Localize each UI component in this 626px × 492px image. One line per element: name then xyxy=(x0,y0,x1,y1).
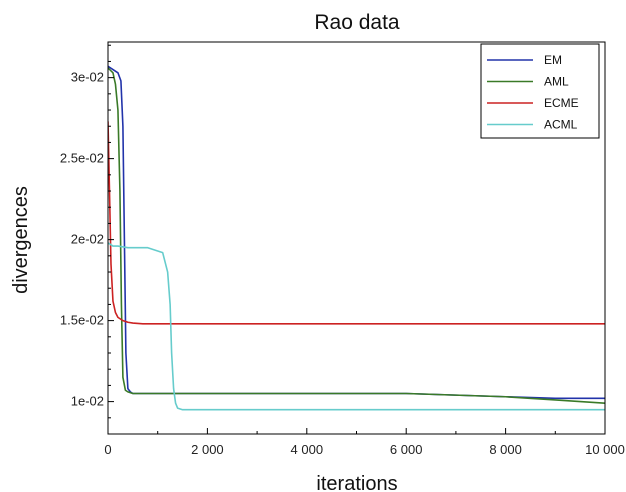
chart-title: Rao data xyxy=(314,11,400,34)
legend-label-aml: AML xyxy=(544,75,569,89)
series-line-acml xyxy=(108,242,605,411)
y-axis: 1e-02 1.5e-02 2e-02 2.5e-02 3e-02 xyxy=(60,44,114,435)
legend-label-ecme: ECME xyxy=(544,96,579,110)
y-tick-label: 1e-02 xyxy=(71,394,104,409)
series-line-ecme xyxy=(108,121,605,325)
x-tick-label: 8 000 xyxy=(489,442,522,457)
x-axis: 0 2 000 4 000 6 000 8 000 10 000 xyxy=(104,428,625,457)
x-tick-label: 4 000 xyxy=(291,442,324,457)
x-axis-label: iterations xyxy=(316,473,397,492)
legend-box xyxy=(480,43,600,139)
series-line-aml xyxy=(108,67,605,405)
legend-label-em: EM xyxy=(544,53,562,67)
y-tick-label: 2e-02 xyxy=(71,232,104,247)
y-tick-label: 3e-02 xyxy=(71,70,104,85)
legend-label-acml: ACML xyxy=(544,118,578,132)
x-tick-label: 0 xyxy=(104,442,111,457)
y-axis-label: divergences xyxy=(10,186,32,294)
x-tick-label: 2 000 xyxy=(191,442,224,457)
y-tick-label: 2.5e-02 xyxy=(60,151,104,166)
series-layer xyxy=(108,65,605,411)
x-tick-label: 6 000 xyxy=(390,442,423,457)
y-tick-label: 1.5e-02 xyxy=(60,313,104,328)
x-tick-label: 10 000 xyxy=(585,442,625,457)
legend: EM AML ECME ACML xyxy=(480,43,600,139)
